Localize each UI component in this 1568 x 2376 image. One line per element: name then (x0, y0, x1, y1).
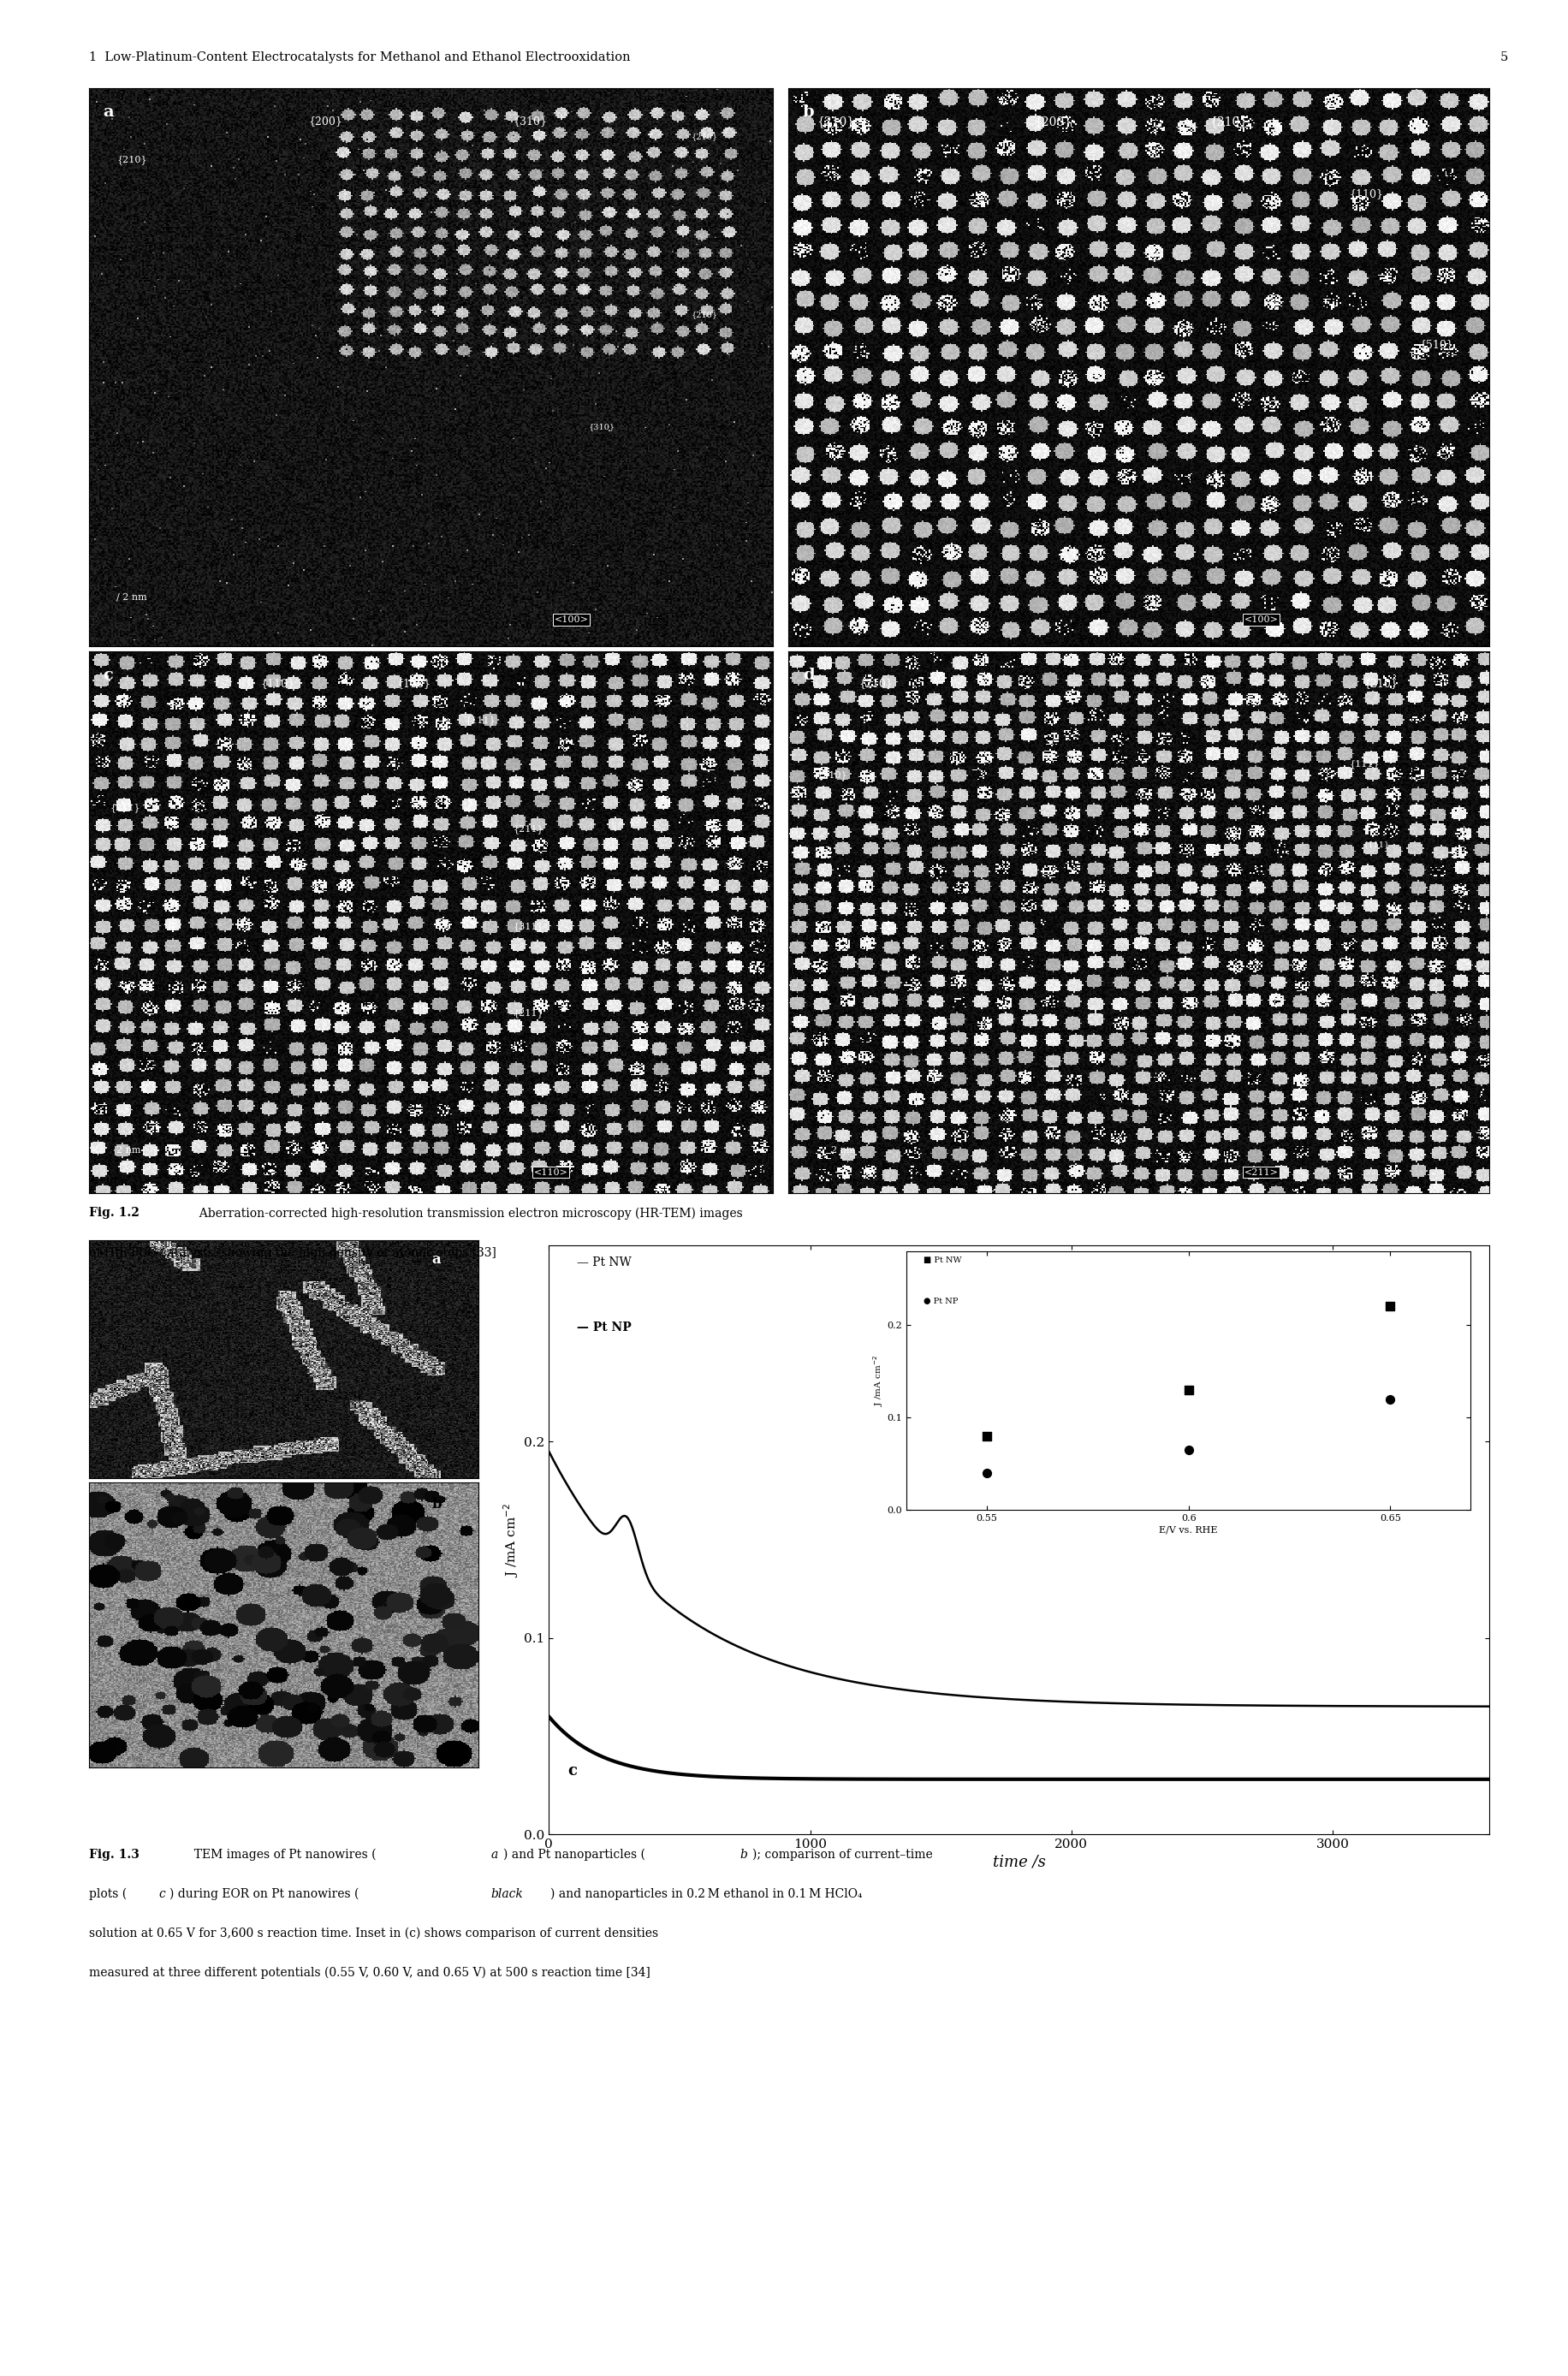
Text: b: b (431, 1497, 442, 1511)
Text: ) during EOR on Pt nanowires (: ) during EOR on Pt nanowires ( (169, 1887, 359, 1901)
Text: {200}: {200} (309, 116, 342, 126)
Text: Fig. 1.2: Fig. 1.2 (89, 1207, 140, 1219)
Text: b: b (740, 1849, 748, 1860)
Text: 2 nm: 2 nm (116, 1145, 141, 1155)
Text: — Pt NW: — Pt NW (577, 1257, 632, 1269)
Text: {200}: {200} (1033, 116, 1071, 128)
Text: {210}: {210} (817, 116, 855, 128)
Text: {110}: {110} (397, 677, 431, 689)
Text: Aberration-corrected high-resolution transmission electron microscopy (HR-TEM) i: Aberration-corrected high-resolution tra… (191, 1207, 742, 1219)
Text: 2 nm: 2 nm (831, 1145, 855, 1155)
Text: {310}: {310} (588, 423, 615, 430)
Text: <211>: <211> (1245, 1169, 1278, 1176)
Text: {211}: {211} (513, 1007, 544, 1017)
Text: black: black (491, 1887, 524, 1901)
Text: a: a (431, 1252, 441, 1266)
Text: 5: 5 (1501, 50, 1508, 64)
Text: ) and nanoparticles in 0.2 M ethanol in 0.1 M HClO₄: ) and nanoparticles in 0.2 M ethanol in … (550, 1887, 862, 1901)
Text: {310}: {310} (513, 116, 547, 126)
Text: <100>: <100> (1245, 615, 1278, 625)
Text: a: a (103, 105, 114, 121)
Text: {210}: {210} (1364, 677, 1397, 689)
Text: / 2 nm: / 2 nm (116, 594, 147, 601)
Text: <110>: <110> (533, 1169, 568, 1176)
Text: {111}: {111} (1350, 760, 1380, 767)
Text: {310}: {310} (1209, 116, 1247, 128)
Y-axis label: J /mA cm$^{-2}$: J /mA cm$^{-2}$ (502, 1502, 521, 1578)
Text: ); comparison of current–time: ); comparison of current–time (753, 1849, 933, 1860)
Text: {311}: {311} (513, 922, 544, 931)
Text: {211}: {211} (513, 824, 544, 834)
Text: {111}: {111} (1364, 841, 1391, 848)
Text: solution at 0.65 V for 3,600 s reaction time. Inset in (c) shows comparison of c: solution at 0.65 V for 3,600 s reaction … (89, 1927, 659, 1939)
Text: c: c (158, 1887, 165, 1901)
Text: d: d (803, 668, 814, 682)
Text: {210}: {210} (691, 311, 718, 318)
Text: {210}: {210} (691, 133, 718, 140)
Text: c: c (103, 668, 113, 682)
Text: b: b (803, 105, 814, 121)
Text: <100>: <100> (554, 615, 588, 625)
Text: measured at three different potentials (0.55 V, 0.60 V, and 0.65 V) at 500 s rea: measured at three different potentials (… (89, 1967, 651, 1979)
Text: {241}: {241} (110, 803, 141, 813)
Text: {210}: {210} (817, 770, 847, 779)
Text: ) and Pt nanoparticles (: ) and Pt nanoparticles ( (503, 1849, 646, 1860)
Text: {110}: {110} (1350, 188, 1383, 200)
Text: of HIF-Pt/C catalysts, showing the high density of atomic steps [33]: of HIF-Pt/C catalysts, showing the high … (89, 1247, 497, 1259)
Text: 1  Low-Platinum-Content Electrocatalysts for Methanol and Ethanol Electrooxidati: 1 Low-Platinum-Content Electrocatalysts … (89, 50, 630, 64)
Text: — Pt NP: — Pt NP (577, 1321, 632, 1333)
Text: {111}: {111} (466, 715, 495, 725)
Text: {210}: {210} (116, 154, 147, 164)
Text: {110}: {110} (260, 677, 295, 689)
Text: {210}: {210} (859, 677, 892, 689)
Text: c: c (568, 1763, 577, 1780)
Text: Fig. 1.3: Fig. 1.3 (89, 1849, 140, 1860)
Text: TEM images of Pt nanowires (: TEM images of Pt nanowires ( (187, 1849, 376, 1860)
Text: a: a (491, 1849, 499, 1860)
Text: {510}: {510} (1419, 340, 1454, 349)
X-axis label: time /s: time /s (993, 1853, 1046, 1870)
Text: plots (: plots ( (89, 1887, 127, 1901)
